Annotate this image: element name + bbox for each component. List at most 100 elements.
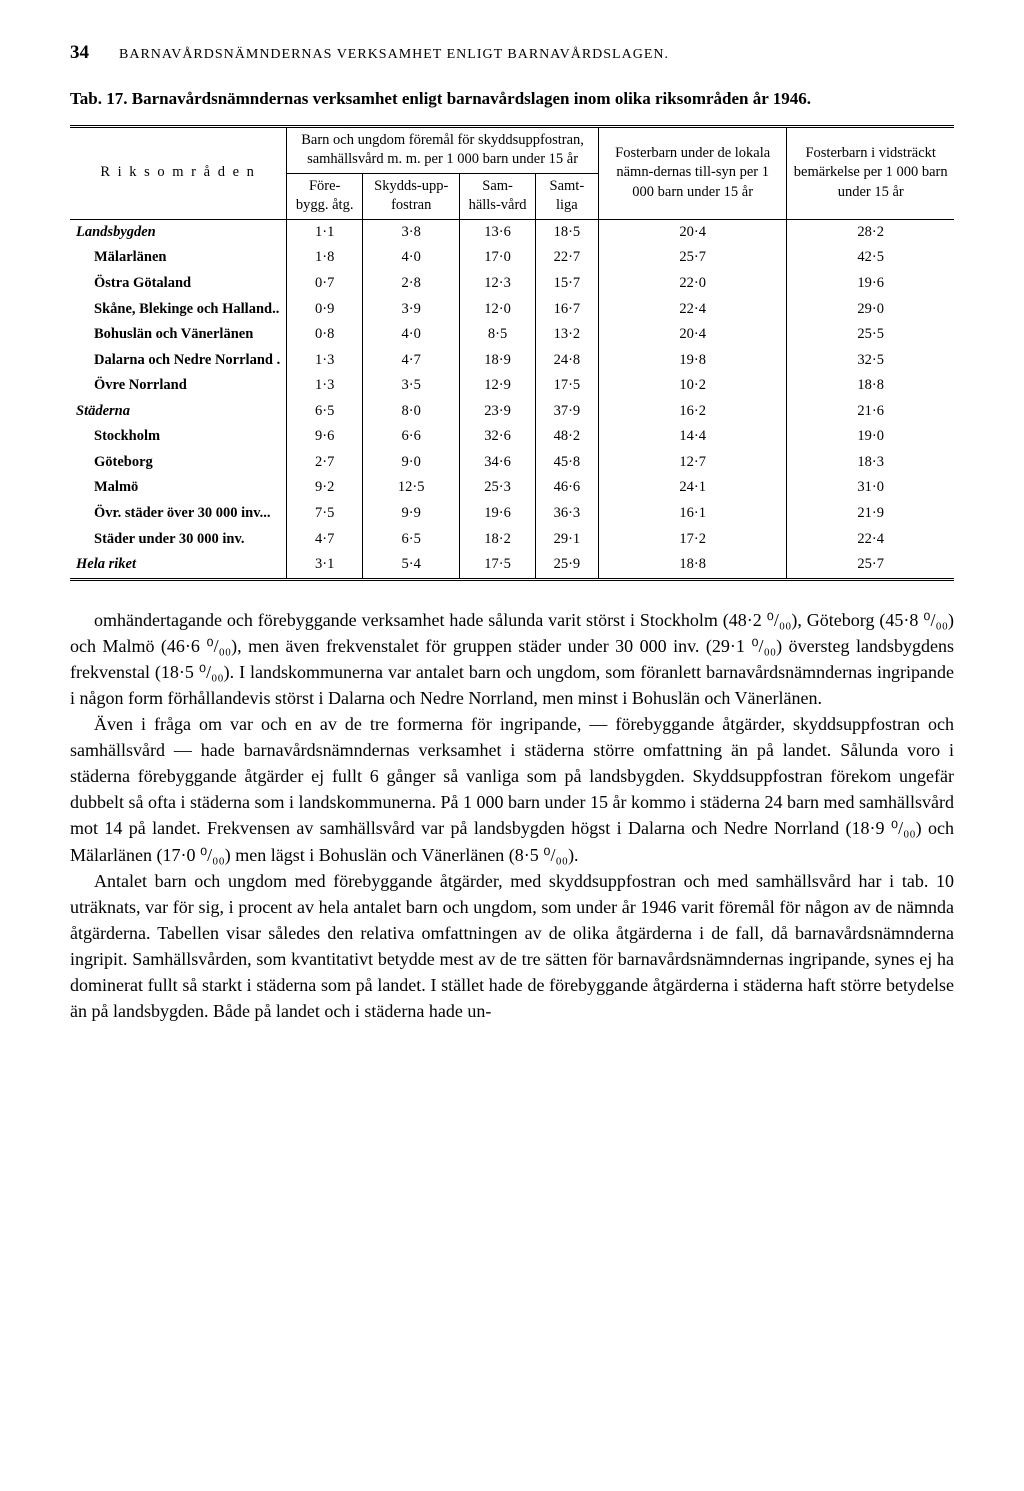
table-cell: 0·8 bbox=[287, 322, 363, 348]
table-cell: 12·7 bbox=[598, 450, 786, 476]
table-cell: 45·8 bbox=[535, 450, 598, 476]
table-cell: 6·5 bbox=[363, 527, 460, 553]
table-caption: Tab. 17. Barnavårdsnämndernas verksamhet… bbox=[70, 88, 954, 111]
table-cell: 13·6 bbox=[460, 219, 535, 245]
table-cell: 0·9 bbox=[287, 297, 363, 323]
table-cell: 28·2 bbox=[787, 219, 954, 245]
stub-head: R i k s o m r å d e n bbox=[70, 126, 287, 219]
table-cell: 48·2 bbox=[535, 424, 598, 450]
table-cell: 4·0 bbox=[363, 245, 460, 271]
col-group-2: Fosterbarn under de lokala nämn-dernas t… bbox=[598, 126, 786, 219]
table-cell: 1·3 bbox=[287, 348, 363, 374]
table-cell: 19·8 bbox=[598, 348, 786, 374]
table-cell: 3·8 bbox=[363, 219, 460, 245]
table-cell: 29·0 bbox=[787, 297, 954, 323]
table-cell: 25·9 bbox=[535, 552, 598, 579]
table-row-label: Stockholm bbox=[70, 424, 287, 450]
table-cell: 16·1 bbox=[598, 501, 786, 527]
table-cell: 22·4 bbox=[787, 527, 954, 553]
table-row-label: Städerna bbox=[70, 399, 287, 425]
caption-text: Barnavårdsnämndernas verksamhet enligt b… bbox=[132, 89, 811, 108]
table-cell: 6·6 bbox=[363, 424, 460, 450]
table-cell: 19·0 bbox=[787, 424, 954, 450]
table-cell: 13·2 bbox=[535, 322, 598, 348]
table-cell: 17·0 bbox=[460, 245, 535, 271]
table-cell: 25·5 bbox=[787, 322, 954, 348]
table-cell: 22·4 bbox=[598, 297, 786, 323]
table-row-label: Malmö bbox=[70, 475, 287, 501]
table-cell: 25·7 bbox=[787, 552, 954, 579]
table-cell: 16·7 bbox=[535, 297, 598, 323]
para-1: omhändertagande och förebyggande verksam… bbox=[70, 607, 954, 711]
col-3: Sam-hälls-vård bbox=[460, 173, 535, 219]
para-2: Även i fråga om var och en av de tre for… bbox=[70, 711, 954, 868]
table-cell: 5·4 bbox=[363, 552, 460, 579]
table-cell: 19·6 bbox=[787, 271, 954, 297]
table-cell: 17·2 bbox=[598, 527, 786, 553]
table-cell: 1·1 bbox=[287, 219, 363, 245]
table-cell: 18·5 bbox=[535, 219, 598, 245]
table-cell: 16·2 bbox=[598, 399, 786, 425]
table-cell: 3·9 bbox=[363, 297, 460, 323]
col-group-3: Fosterbarn i vidsträckt bemärkelse per 1… bbox=[787, 126, 954, 219]
table-row-label: Övr. städer över 30 000 inv... bbox=[70, 501, 287, 527]
table-cell: 34·6 bbox=[460, 450, 535, 476]
table-cell: 7·5 bbox=[287, 501, 363, 527]
col-2: Skydds-upp-fostran bbox=[363, 173, 460, 219]
table-cell: 9·2 bbox=[287, 475, 363, 501]
table-cell: 22·7 bbox=[535, 245, 598, 271]
table-cell: 18·3 bbox=[787, 450, 954, 476]
table-17: R i k s o m r å d e n Barn och ungdom fö… bbox=[70, 125, 954, 581]
table-cell: 32·6 bbox=[460, 424, 535, 450]
table-cell: 8·0 bbox=[363, 399, 460, 425]
col-1: Före-bygg. åtg. bbox=[287, 173, 363, 219]
table-row-label: Göteborg bbox=[70, 450, 287, 476]
table-row-label: Mälarlänen bbox=[70, 245, 287, 271]
table-cell: 42·5 bbox=[787, 245, 954, 271]
table-row-label: Landsbygden bbox=[70, 219, 287, 245]
table-cell: 10·2 bbox=[598, 373, 786, 399]
table-cell: 24·8 bbox=[535, 348, 598, 374]
running-head: BARNAVÅRDSNÄMNDERNAS VERKSAMHET ENLIGT B… bbox=[119, 46, 669, 65]
table-cell: 14·4 bbox=[598, 424, 786, 450]
caption-label: Tab. 17. bbox=[70, 89, 127, 108]
table-cell: 4·0 bbox=[363, 322, 460, 348]
page-header: 34 BARNAVÅRDSNÄMNDERNAS VERKSAMHET ENLIG… bbox=[70, 40, 954, 66]
table-body: Landsbygden1·13·813·618·520·428·2 Mälarlä… bbox=[70, 219, 954, 579]
table-cell: 12·9 bbox=[460, 373, 535, 399]
table-cell: 37·9 bbox=[535, 399, 598, 425]
table-cell: 0·7 bbox=[287, 271, 363, 297]
table-cell: 25·3 bbox=[460, 475, 535, 501]
table-cell: 9·6 bbox=[287, 424, 363, 450]
table-cell: 2·7 bbox=[287, 450, 363, 476]
col-4: Samt-liga bbox=[535, 173, 598, 219]
table-cell: 24·1 bbox=[598, 475, 786, 501]
table-cell: 36·3 bbox=[535, 501, 598, 527]
table-cell: 1·8 bbox=[287, 245, 363, 271]
table-cell: 21·6 bbox=[787, 399, 954, 425]
para-3: Antalet barn och ungdom med förebyggande… bbox=[70, 868, 954, 1025]
table-cell: 9·0 bbox=[363, 450, 460, 476]
table-row-label: Dalarna och Nedre Norrland . bbox=[70, 348, 287, 374]
table-cell: 3·1 bbox=[287, 552, 363, 579]
table-cell: 46·6 bbox=[535, 475, 598, 501]
table-row-label: Skåne, Blekinge och Halland.. bbox=[70, 297, 287, 323]
col-group-1: Barn och ungdom föremål för skyddsuppfos… bbox=[287, 126, 599, 173]
table-cell: 12·3 bbox=[460, 271, 535, 297]
table-cell: 9·9 bbox=[363, 501, 460, 527]
table-cell: 18·9 bbox=[460, 348, 535, 374]
table-cell: 4·7 bbox=[363, 348, 460, 374]
table-cell: 18·8 bbox=[787, 373, 954, 399]
table-row-label: Övre Norrland bbox=[70, 373, 287, 399]
table-cell: 1·3 bbox=[287, 373, 363, 399]
table-row-label: Bohuslän och Vänerlänen bbox=[70, 322, 287, 348]
table-row-label: Städer under 30 000 inv. bbox=[70, 527, 287, 553]
table-cell: 18·2 bbox=[460, 527, 535, 553]
table-cell: 19·6 bbox=[460, 501, 535, 527]
table-row-label: Östra Götaland bbox=[70, 271, 287, 297]
table-cell: 15·7 bbox=[535, 271, 598, 297]
table-cell: 8·5 bbox=[460, 322, 535, 348]
table-cell: 20·4 bbox=[598, 219, 786, 245]
table-cell: 6·5 bbox=[287, 399, 363, 425]
table-cell: 29·1 bbox=[535, 527, 598, 553]
